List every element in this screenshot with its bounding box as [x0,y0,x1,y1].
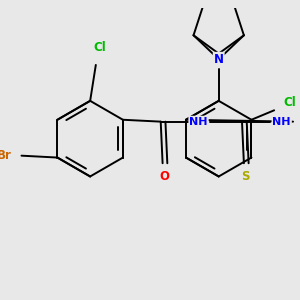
Text: NH: NH [189,117,208,127]
Text: Cl: Cl [93,41,106,54]
Text: N: N [214,53,224,66]
Text: NH: NH [272,117,291,127]
Text: S: S [242,170,250,183]
Text: Br: Br [0,149,12,162]
Text: Cl: Cl [283,96,296,109]
Text: O: O [160,170,170,183]
